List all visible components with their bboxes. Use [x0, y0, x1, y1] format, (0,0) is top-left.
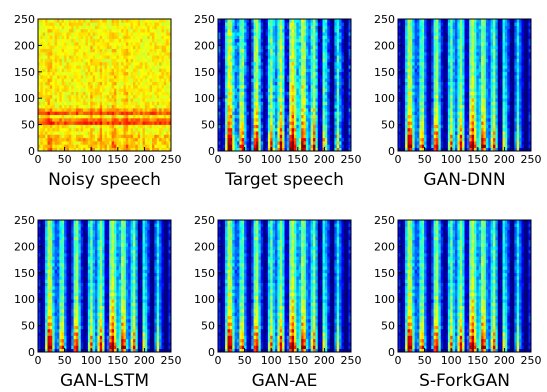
x-tick-label: 0 [215, 354, 222, 367]
y-tick-label: 0 [208, 145, 215, 158]
y-tick-label: 0 [28, 145, 35, 158]
x-tick-label: 250 [521, 153, 542, 166]
x-tick-label: 250 [521, 354, 542, 367]
x-tick-label: 100 [441, 153, 462, 166]
panel-caption: GAN-AE [252, 371, 318, 391]
y-tick-label: 100 [194, 92, 215, 105]
y-tick-label: 150 [374, 66, 395, 79]
y-tick-label: 150 [14, 267, 35, 280]
y-tick-label: 50 [21, 119, 35, 132]
x-tick-label: 50 [238, 153, 252, 166]
y-tick-label: 150 [194, 66, 215, 79]
x-tick-label: 150 [107, 153, 128, 166]
x-tick-label: 100 [261, 153, 282, 166]
x-tick-label: 0 [35, 153, 42, 166]
spectrogram-panel: 0 50 100 150 200 250 0 50 100 150 200 250 GAN-DNN [374, 13, 542, 190]
y-tick-label: 250 [374, 13, 395, 26]
panel-caption: S-ForkGAN [419, 371, 510, 391]
x-tick-label: 200 [314, 153, 335, 166]
x-tick-label: 50 [58, 153, 72, 166]
plot-frame [217, 219, 352, 353]
y-tick-label: 0 [28, 346, 35, 359]
y-tick-label: 150 [374, 267, 395, 280]
y-tick-label: 100 [14, 92, 35, 105]
x-tick-label: 0 [395, 354, 402, 367]
plot-frame [37, 219, 172, 353]
y-tick-label: 200 [194, 240, 215, 253]
y-tick-label: 50 [201, 119, 215, 132]
x-tick-label: 250 [161, 354, 182, 367]
y-tick-label: 100 [374, 293, 395, 306]
x-tick-label: 250 [341, 153, 362, 166]
x-tick-label: 250 [161, 153, 182, 166]
plot-frame [217, 18, 352, 152]
plot-frame [397, 18, 532, 152]
x-tick-label: 150 [107, 354, 128, 367]
x-tick-label: 200 [494, 354, 515, 367]
y-tick-label: 50 [21, 320, 35, 333]
x-tick-label: 250 [341, 354, 362, 367]
plot-frame [37, 18, 172, 152]
y-tick-label: 200 [194, 39, 215, 52]
y-tick-label: 200 [374, 240, 395, 253]
x-tick-label: 150 [287, 153, 308, 166]
panel-caption: Noisy speech [48, 170, 161, 190]
y-tick-label: 250 [194, 13, 215, 26]
y-tick-label: 150 [194, 267, 215, 280]
spectrogram-panel: 0 50 100 150 200 250 0 50 100 150 200 250 Target spe… [194, 13, 362, 190]
y-tick-label: 100 [194, 293, 215, 306]
x-tick-label: 0 [35, 354, 42, 367]
x-tick-label: 100 [441, 354, 462, 367]
y-tick-label: 250 [194, 214, 215, 227]
x-tick-label: 200 [134, 153, 155, 166]
y-tick-label: 0 [388, 346, 395, 359]
y-tick-label: 250 [14, 13, 35, 26]
plot-frame [397, 219, 532, 353]
spectrogram-panel: 0 50 100 150 200 250 0 50 100 150 200 250 GAN-AE [194, 214, 362, 391]
x-tick-label: 100 [81, 153, 102, 166]
x-tick-label: 50 [418, 354, 432, 367]
x-tick-label: 50 [418, 153, 432, 166]
spectrogram-panel: 0 50 100 150 200 250 0 50 100 150 200 250 GAN-LSTM [14, 214, 182, 391]
y-tick-label: 150 [14, 66, 35, 79]
x-tick-label: 100 [261, 354, 282, 367]
x-tick-label: 100 [81, 354, 102, 367]
y-tick-label: 200 [14, 39, 35, 52]
x-tick-label: 0 [395, 153, 402, 166]
x-tick-label: 50 [238, 354, 252, 367]
y-tick-label: 100 [14, 293, 35, 306]
y-tick-label: 50 [201, 320, 215, 333]
x-tick-label: 150 [467, 354, 488, 367]
panel-caption: GAN-DNN [423, 170, 505, 190]
y-tick-label: 250 [374, 214, 395, 227]
y-tick-label: 0 [208, 346, 215, 359]
x-tick-label: 200 [314, 354, 335, 367]
x-tick-label: 0 [215, 153, 222, 166]
y-tick-label: 0 [388, 145, 395, 158]
x-tick-label: 150 [467, 153, 488, 166]
y-tick-label: 200 [14, 240, 35, 253]
x-tick-label: 200 [494, 153, 515, 166]
x-tick-label: 50 [58, 354, 72, 367]
spectrogram-panel: 0 50 100 150 200 250 0 50 100 150 200 250 S-ForkGAN [374, 214, 542, 391]
y-tick-label: 100 [374, 92, 395, 105]
panel-caption: GAN-LSTM [60, 371, 149, 391]
y-tick-label: 250 [14, 214, 35, 227]
x-tick-label: 150 [287, 354, 308, 367]
x-tick-label: 200 [134, 354, 155, 367]
y-tick-label: 50 [381, 119, 395, 132]
y-tick-label: 200 [374, 39, 395, 52]
panel-caption: Target speech [224, 170, 344, 190]
y-tick-label: 50 [381, 320, 395, 333]
